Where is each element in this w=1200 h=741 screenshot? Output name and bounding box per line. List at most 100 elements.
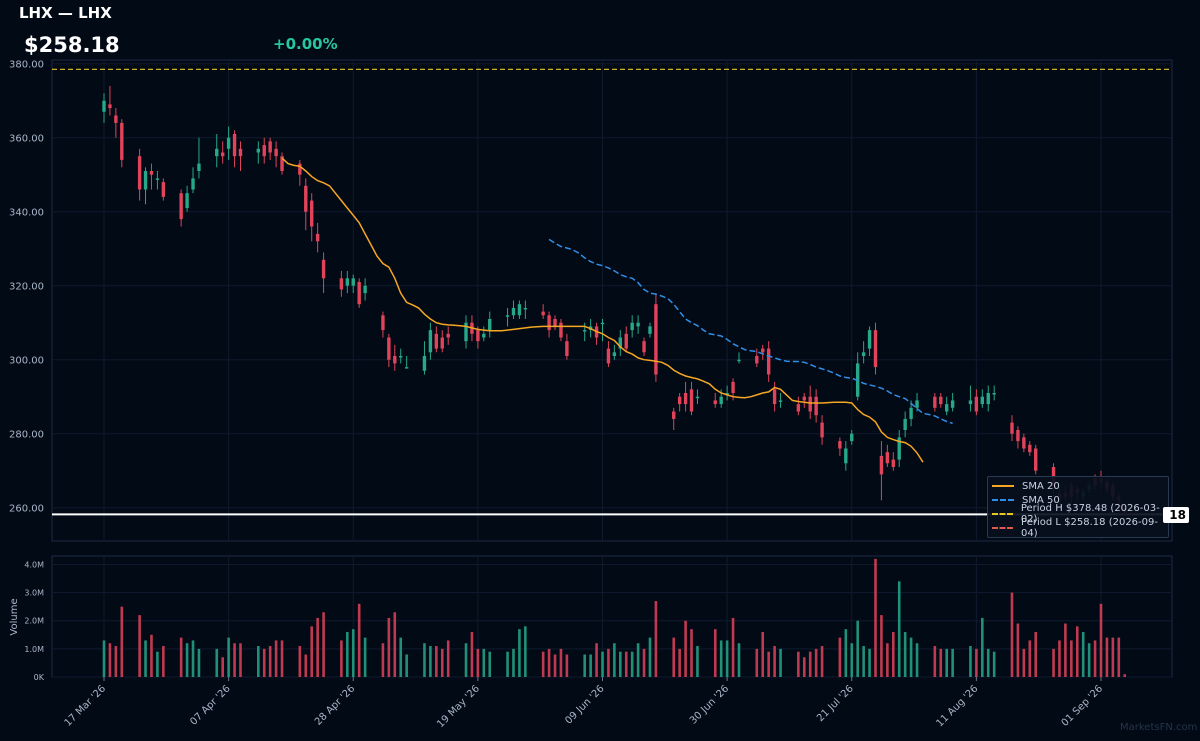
candle-body: [304, 185, 308, 212]
volume-bar: [351, 629, 355, 677]
volume-bar: [1087, 643, 1091, 677]
candle-body: [1022, 437, 1026, 449]
volume-bar: [381, 643, 385, 677]
volume-bar: [120, 606, 124, 677]
volume-axis-title: Volume: [9, 598, 20, 635]
candle-body: [1010, 422, 1014, 434]
candle-body: [339, 278, 344, 290]
candle-body: [404, 367, 409, 369]
volume-bar: [1111, 637, 1115, 677]
sma50-swatch: [992, 499, 1014, 501]
candle-body: [268, 141, 272, 153]
volume-bar: [624, 651, 628, 677]
volume-bar: [684, 620, 687, 677]
volume-bar: [808, 651, 812, 677]
candle-body: [137, 156, 142, 190]
volume-bar: [553, 654, 557, 677]
volume-bar: [874, 558, 877, 677]
candle-body: [161, 182, 166, 197]
y-tick-label: 380.00: [9, 60, 44, 71]
volume-bar: [897, 581, 901, 677]
volume-bar: [156, 651, 159, 677]
candle-body: [517, 304, 522, 316]
candle-body: [903, 418, 907, 430]
candle-body: [695, 396, 700, 399]
volume-panel: [51, 555, 1173, 678]
candle-body: [108, 104, 112, 109]
volume-bar: [405, 654, 408, 677]
volume-bar: [583, 654, 586, 677]
volume-bar: [559, 648, 563, 677]
volume-bar: [429, 646, 432, 677]
candle-body: [820, 422, 824, 438]
candle-body: [891, 459, 895, 467]
volume-bar: [986, 648, 990, 677]
volume-bar: [886, 643, 889, 677]
volume-bar: [719, 640, 723, 677]
price-change: +0.00%: [273, 35, 338, 53]
candle-body: [683, 393, 688, 405]
candle-body: [766, 348, 771, 375]
volume-bar: [820, 646, 824, 677]
volume-bar: [1010, 592, 1014, 677]
candle-body: [232, 134, 237, 157]
volume-tick-label: 1.0M: [24, 645, 44, 654]
volume-bar: [340, 640, 343, 677]
volume-bar: [357, 603, 361, 677]
volume-bar: [547, 648, 551, 677]
volume-bar: [642, 648, 646, 677]
volume-bar: [114, 646, 118, 677]
candle-body: [737, 359, 741, 362]
candle-body: [630, 322, 634, 331]
candle-body: [713, 400, 717, 405]
volume-tick-label: 4.0M: [24, 560, 44, 569]
volume-bar: [256, 646, 260, 677]
volume-bar: [423, 643, 426, 677]
candle-body: [731, 381, 735, 393]
volume-bar: [393, 612, 397, 677]
candle-body: [488, 319, 492, 331]
volume-bar: [725, 640, 729, 677]
volume-bar: [239, 643, 242, 677]
price-panel: [51, 59, 1173, 542]
volume-bar: [1028, 640, 1032, 677]
candle-body: [387, 337, 391, 360]
candle-body: [315, 233, 320, 242]
volume-bar: [298, 646, 302, 677]
volume-bar: [838, 637, 842, 677]
candle-body: [885, 452, 890, 464]
volume-tick-label: 0K: [34, 673, 45, 682]
volume-bar: [678, 648, 681, 677]
last-price-tag: 18: [1163, 507, 1189, 523]
volume-bar: [506, 651, 509, 677]
volume-bar: [144, 640, 147, 677]
candle-body: [909, 407, 913, 419]
candle-body: [980, 396, 985, 405]
candle-body: [310, 200, 314, 227]
grid-lines: [52, 60, 1172, 681]
candle-body: [179, 193, 183, 220]
volume-bar: [880, 615, 883, 677]
candle-body: [553, 319, 557, 327]
volume-bar: [975, 648, 978, 677]
candle-body: [755, 356, 759, 364]
candle-body: [114, 115, 118, 123]
legend-label-sma50: SMA 50: [1022, 494, 1060, 506]
watermark: MarketsFN.com: [1120, 722, 1198, 733]
volume-bar: [797, 651, 800, 677]
candle-body: [861, 352, 866, 356]
volume-bar: [761, 631, 765, 677]
candle-body: [102, 100, 106, 112]
volume-bar: [1016, 623, 1020, 677]
candle-body: [547, 315, 551, 331]
candle-body: [873, 330, 878, 368]
volume-bar: [179, 637, 183, 677]
candle-body: [1028, 444, 1032, 453]
candle-body: [143, 171, 148, 190]
volume-bar: [1070, 640, 1073, 677]
volume-bar: [102, 640, 106, 677]
volume-bar: [346, 631, 349, 677]
candle-body: [796, 404, 801, 412]
candle-body: [677, 396, 682, 405]
